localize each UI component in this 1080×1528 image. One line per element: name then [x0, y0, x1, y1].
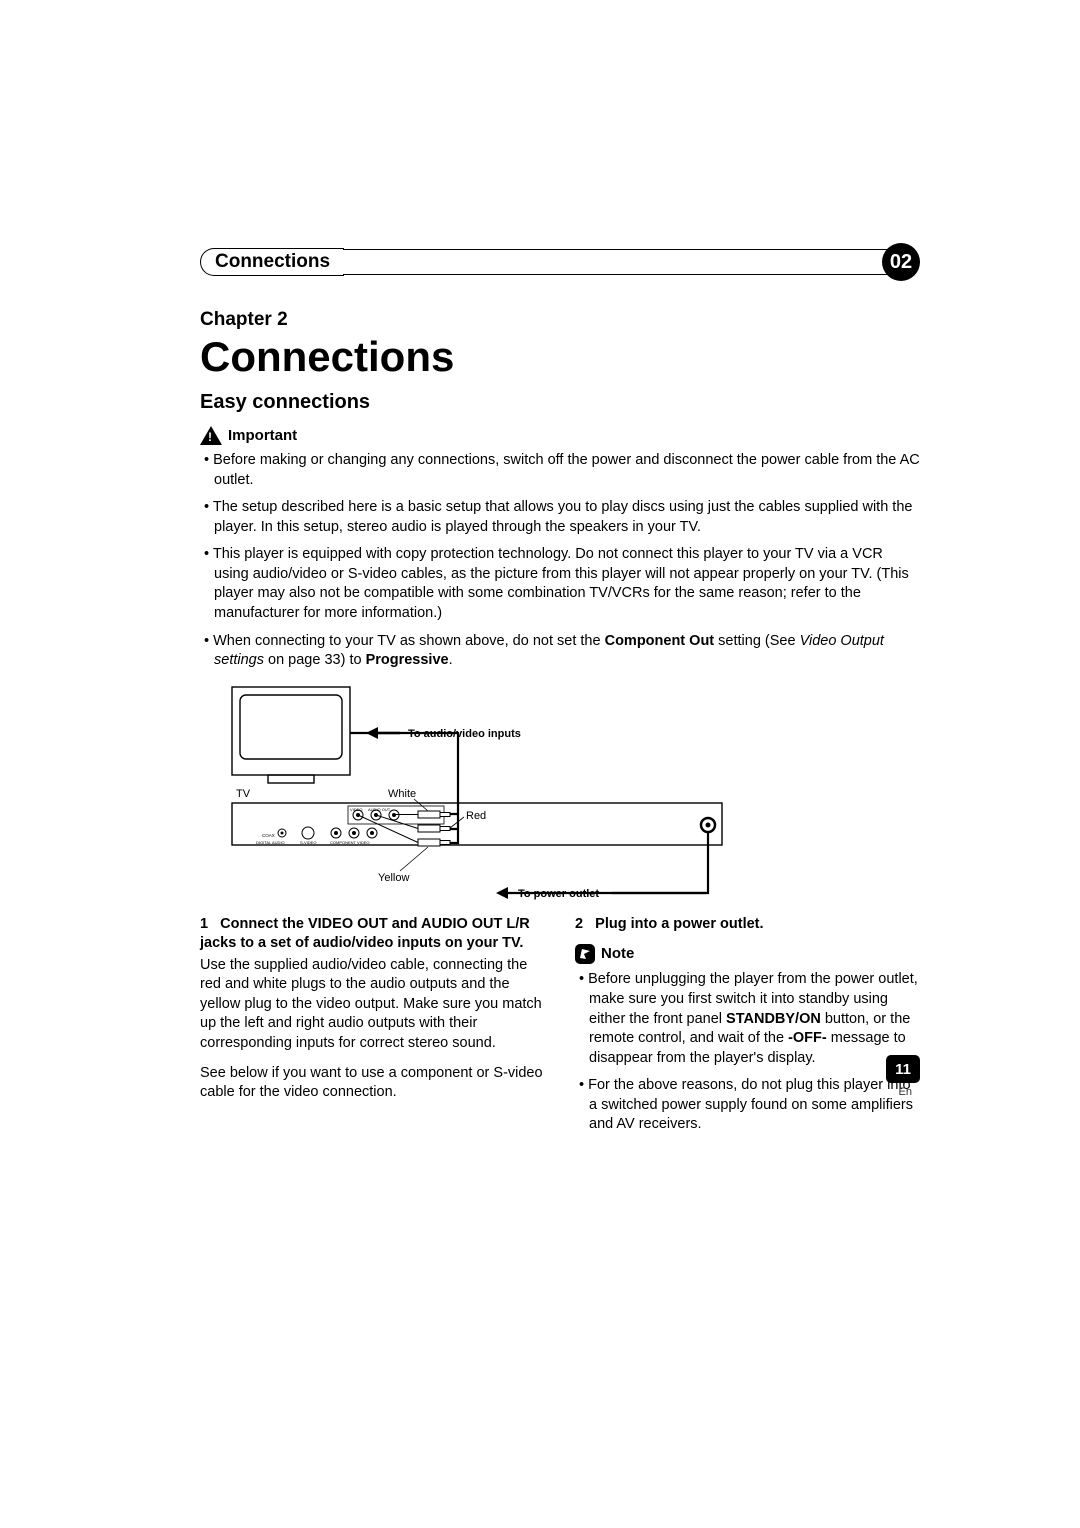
red-label: Red [466, 810, 486, 822]
section-title: Easy connections [200, 391, 920, 414]
header-label: Connections [200, 248, 344, 276]
step-2: 2 Plug into a power outlet. [575, 915, 920, 935]
important-label: Important [228, 427, 297, 444]
step-1-body: Use the supplied audio/video cable, conn… [200, 956, 545, 1054]
text-run: . [449, 652, 453, 668]
svg-text:COMPONENT VIDEO: COMPONENT VIDEO [330, 840, 370, 845]
text-run: setting (See [714, 633, 799, 649]
text-bold: -OFF- [788, 1030, 827, 1046]
text-run: on page 33) to [264, 652, 366, 668]
step-1-extra: See below if you want to use a component… [200, 1064, 545, 1103]
right-column: 2 Plug into a power outlet. Note Before … [575, 915, 920, 1145]
text-run: When connecting to your TV as shown abov… [213, 633, 604, 649]
header-rule [343, 249, 888, 275]
text-bold: STANDBY/ON [726, 1011, 821, 1027]
important-item: When connecting to your TV as shown abov… [200, 632, 920, 671]
page-number-badge: 11 [886, 1055, 920, 1083]
warning-icon [200, 426, 222, 445]
svg-text:COAX: COAX [262, 833, 275, 838]
important-item: The setup described here is a basic setu… [200, 498, 920, 537]
connection-diagram: TV To audio/video inputs VIDEO AUDIO OUT… [218, 681, 758, 901]
instruction-columns: 1 Connect the VIDEO OUT and AUDIO OUT L/… [200, 915, 920, 1145]
tv-label: TV [236, 788, 251, 800]
note-heading: Note [575, 944, 920, 964]
important-heading: Important [200, 426, 920, 445]
language-code: En [899, 1086, 912, 1098]
chapter-number-badge: 02 [882, 243, 920, 281]
note-item: Before unplugging the player from the po… [575, 970, 920, 1068]
svg-text:S-VIDEO: S-VIDEO [300, 840, 316, 845]
page-content: Connections 02 Chapter 2 Connections Eas… [200, 243, 920, 1145]
important-item: This player is equipped with copy protec… [200, 545, 920, 623]
step-number: 1 [200, 916, 208, 932]
text-bold: Progressive [366, 652, 449, 668]
note-list: Before unplugging the player from the po… [575, 970, 920, 1135]
note-item: For the above reasons, do not plug this … [575, 1076, 920, 1135]
yellow-label: Yellow [378, 872, 409, 884]
chapter-header-bar: Connections 02 [200, 243, 920, 281]
text-bold: Component Out [605, 633, 715, 649]
svg-text:AUDIO OUT: AUDIO OUT [368, 807, 391, 812]
white-label: White [388, 788, 416, 800]
chapter-label: Chapter 2 [200, 309, 920, 331]
svg-text:DIGITAL AUDIO: DIGITAL AUDIO [256, 840, 285, 845]
svg-text:VIDEO: VIDEO [350, 807, 362, 812]
note-label: Note [601, 944, 634, 964]
chapter-title: Connections [200, 333, 920, 381]
note-icon [575, 944, 595, 964]
important-item: Before making or changing any connection… [200, 451, 920, 490]
to-power-label: To power outlet [518, 888, 599, 900]
step-heading: Connect the VIDEO OUT and AUDIO OUT L/R … [200, 916, 530, 952]
step-1: 1 Connect the VIDEO OUT and AUDIO OUT L/… [200, 915, 545, 954]
important-list: Before making or changing any connection… [200, 451, 920, 671]
step-heading: Plug into a power outlet. [595, 916, 763, 932]
step-number: 2 [575, 916, 583, 932]
left-column: 1 Connect the VIDEO OUT and AUDIO OUT L/… [200, 915, 545, 1145]
plug-white [394, 811, 450, 818]
